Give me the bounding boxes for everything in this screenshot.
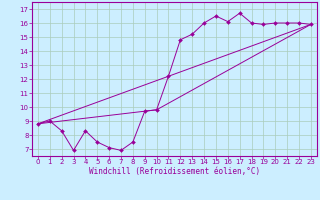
X-axis label: Windchill (Refroidissement éolien,°C): Windchill (Refroidissement éolien,°C) <box>89 167 260 176</box>
